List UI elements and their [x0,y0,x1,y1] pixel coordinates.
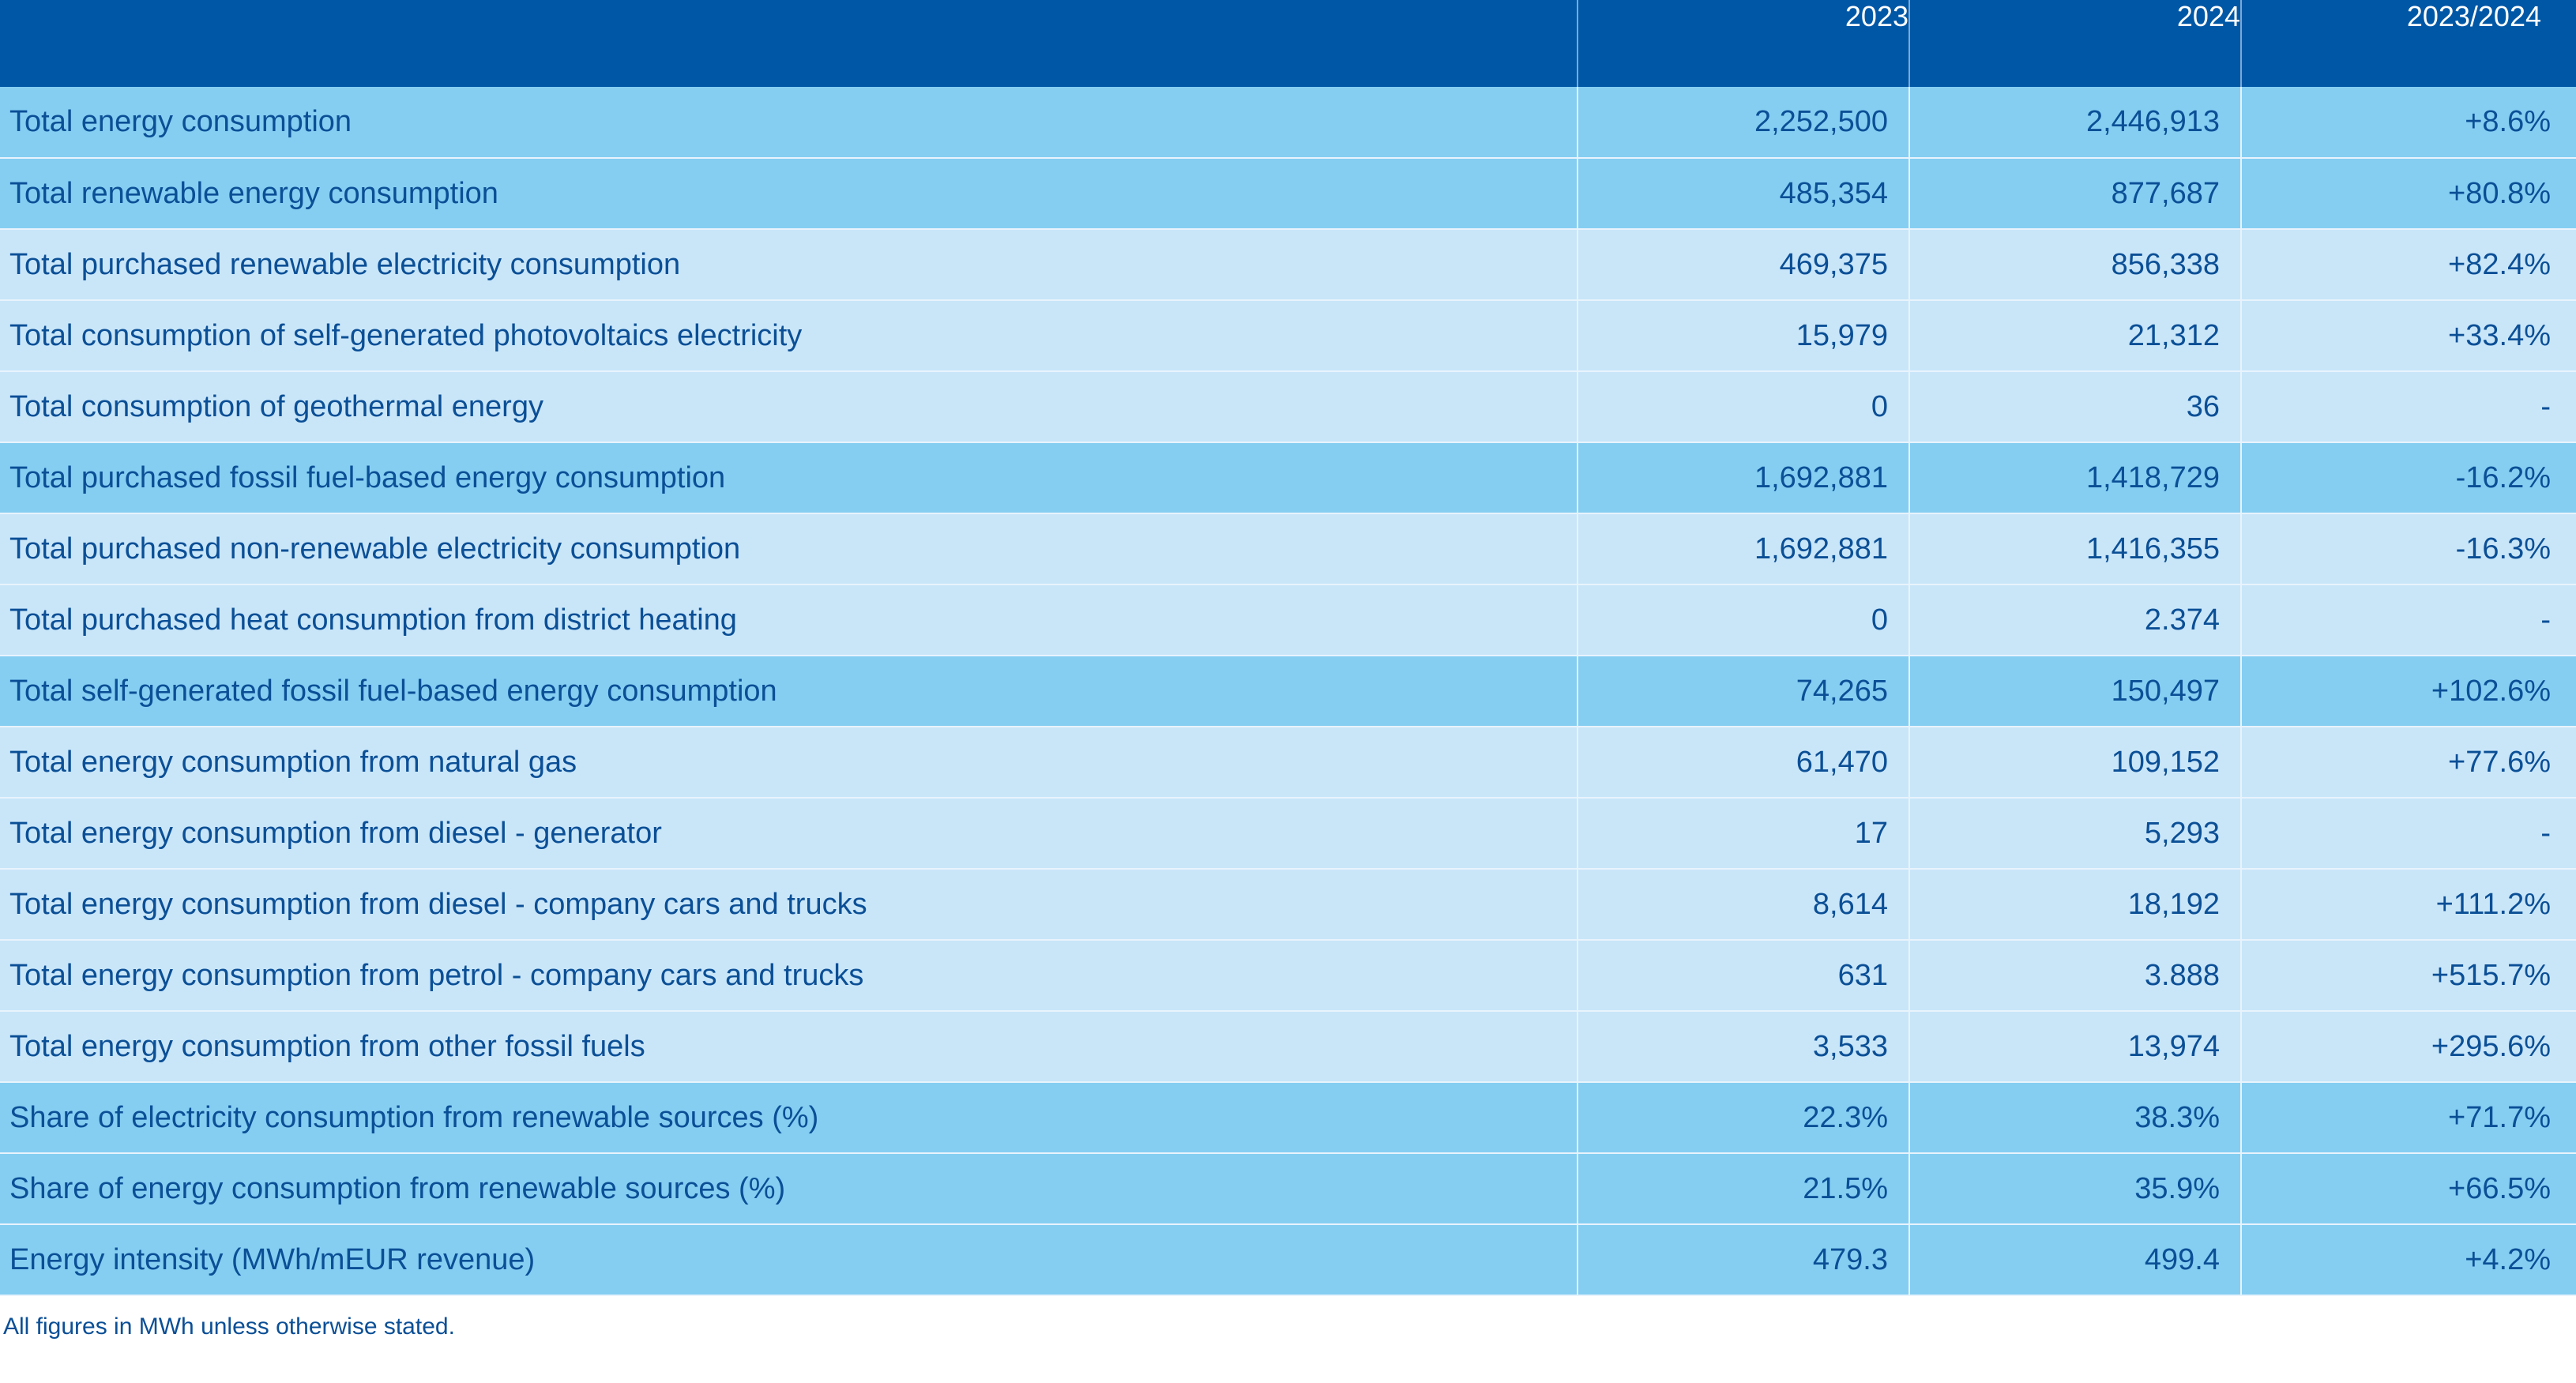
table-row: Energy intensity (MWh/mEUR revenue) 479.3… [0,1224,2576,1296]
change-2023-2024: +102.6% [2241,656,2576,727]
row-label: Total renewable energy consumption [0,158,1578,230]
table-row: Total energy consumption from diesel - g… [0,798,2576,870]
table-row: Total energy consumption from diesel - c… [0,869,2576,941]
header-change: 2023/2024 [2241,0,2576,87]
table-row: Total purchased heat consumption from di… [0,584,2576,656]
table-row: Total consumption of self-generated phot… [0,300,2576,372]
value-2023: 631 [1578,940,1910,1012]
row-label: Total energy consumption from diesel - g… [0,798,1578,870]
value-2024: 21,312 [1909,300,2242,372]
value-2024: 109,152 [1909,727,2242,799]
change-2023-2024: +4.2% [2241,1224,2576,1296]
value-2024: 1,418,729 [1909,442,2242,514]
header-label-column [0,0,1578,87]
value-2024: 2.374 [1909,584,2242,656]
value-2023: 74,265 [1578,656,1910,727]
value-2023: 8,614 [1578,869,1910,941]
change-2023-2024: -16.3% [2241,513,2576,585]
value-2024: 856,338 [1909,229,2242,301]
change-2023-2024: - [2241,798,2576,870]
change-2023-2024: - [2241,584,2576,656]
row-label: Total energy consumption [0,87,1578,159]
value-2023: 479.3 [1578,1224,1910,1296]
table-row: Share of electricity consumption from re… [0,1082,2576,1154]
value-2024: 5,293 [1909,798,2242,870]
value-2023: 485,354 [1578,158,1910,230]
table-footnote: All figures in MWh unless otherwise stat… [3,1313,455,1340]
change-2023-2024: -16.2% [2241,442,2576,514]
value-2023: 0 [1578,371,1910,443]
value-2024: 35.9% [1909,1153,2242,1225]
value-2024: 2,446,913 [1909,87,2242,159]
value-2023: 15,979 [1578,300,1910,372]
value-2024: 13,974 [1909,1011,2242,1083]
value-2024: 18,192 [1909,869,2242,941]
row-label: Share of electricity consumption from re… [0,1082,1578,1154]
value-2024: 499.4 [1909,1224,2242,1296]
table-row: Total purchased non-renewable electricit… [0,513,2576,585]
change-2023-2024: +82.4% [2241,229,2576,301]
row-label: Total purchased non-renewable electricit… [0,513,1578,585]
value-2023: 1,692,881 [1578,442,1910,514]
value-2024: 877,687 [1909,158,2242,230]
value-2023: 22.3% [1578,1082,1910,1154]
table-row: Total energy consumption from natural ga… [0,727,2576,799]
table-row: Share of energy consumption from renewab… [0,1153,2576,1225]
change-2023-2024: +8.6% [2241,87,2576,159]
value-2023: 2,252,500 [1578,87,1910,159]
table-row: Total energy consumption 2,252,500 2,446,9… [0,87,2576,159]
value-2023: 0 [1578,584,1910,656]
value-2023: 1,692,881 [1578,513,1910,585]
table-row: Total consumption of geothermal energy 0 3… [0,371,2576,443]
energy-consumption-table: 2023 2024 2023/2024 Total energy consump… [0,0,2576,1296]
row-label: Energy intensity (MWh/mEUR revenue) [0,1224,1578,1296]
table-row: Total energy consumption from other foss… [0,1011,2576,1083]
table-row: Total purchased fossil fuel-based energy… [0,442,2576,514]
value-2023: 17 [1578,798,1910,870]
value-2023: 469,375 [1578,229,1910,301]
table-row: Total purchased renewable electricity co… [0,229,2576,301]
change-2023-2024: +111.2% [2241,869,2576,941]
table-row: Total energy consumption from petrol - c… [0,940,2576,1012]
change-2023-2024: +80.8% [2241,158,2576,230]
change-2023-2024: +295.6% [2241,1011,2576,1083]
value-2024: 1,416,355 [1909,513,2242,585]
value-2024: 150,497 [1909,656,2242,727]
value-2023: 61,470 [1578,727,1910,799]
change-2023-2024: - [2241,371,2576,443]
table-header-row: 2023 2024 2023/2024 [0,0,2576,87]
value-2023: 21.5% [1578,1153,1910,1225]
row-label: Total consumption of self-generated phot… [0,300,1578,372]
row-label: Total energy consumption from petrol - c… [0,940,1578,1012]
change-2023-2024: +66.5% [2241,1153,2576,1225]
value-2024: 3.888 [1909,940,2242,1012]
row-label: Total energy consumption from diesel - c… [0,869,1578,941]
change-2023-2024: +33.4% [2241,300,2576,372]
header-2023: 2023 [1578,0,1910,87]
row-label: Total self-generated fossil fuel-based e… [0,656,1578,727]
row-label: Total purchased renewable electricity co… [0,229,1578,301]
change-2023-2024: +77.6% [2241,727,2576,799]
header-2024: 2024 [1909,0,2242,87]
change-2023-2024: +71.7% [2241,1082,2576,1154]
row-label: Share of energy consumption from renewab… [0,1153,1578,1225]
value-2023: 3,533 [1578,1011,1910,1083]
table-row: Total self-generated fossil fuel-based e… [0,656,2576,727]
row-label: Total consumption of geothermal energy [0,371,1578,443]
table-body: Total energy consumption 2,252,500 2,446,9… [0,87,2576,1296]
row-label: Total energy consumption from natural ga… [0,727,1578,799]
change-2023-2024: +515.7% [2241,940,2576,1012]
row-label: Total purchased heat consumption from di… [0,584,1578,656]
value-2024: 36 [1909,371,2242,443]
table-row: Total renewable energy consumption 485,35… [0,158,2576,230]
row-label: Total purchased fossil fuel-based energy… [0,442,1578,514]
value-2024: 38.3% [1909,1082,2242,1154]
row-label: Total energy consumption from other foss… [0,1011,1578,1083]
